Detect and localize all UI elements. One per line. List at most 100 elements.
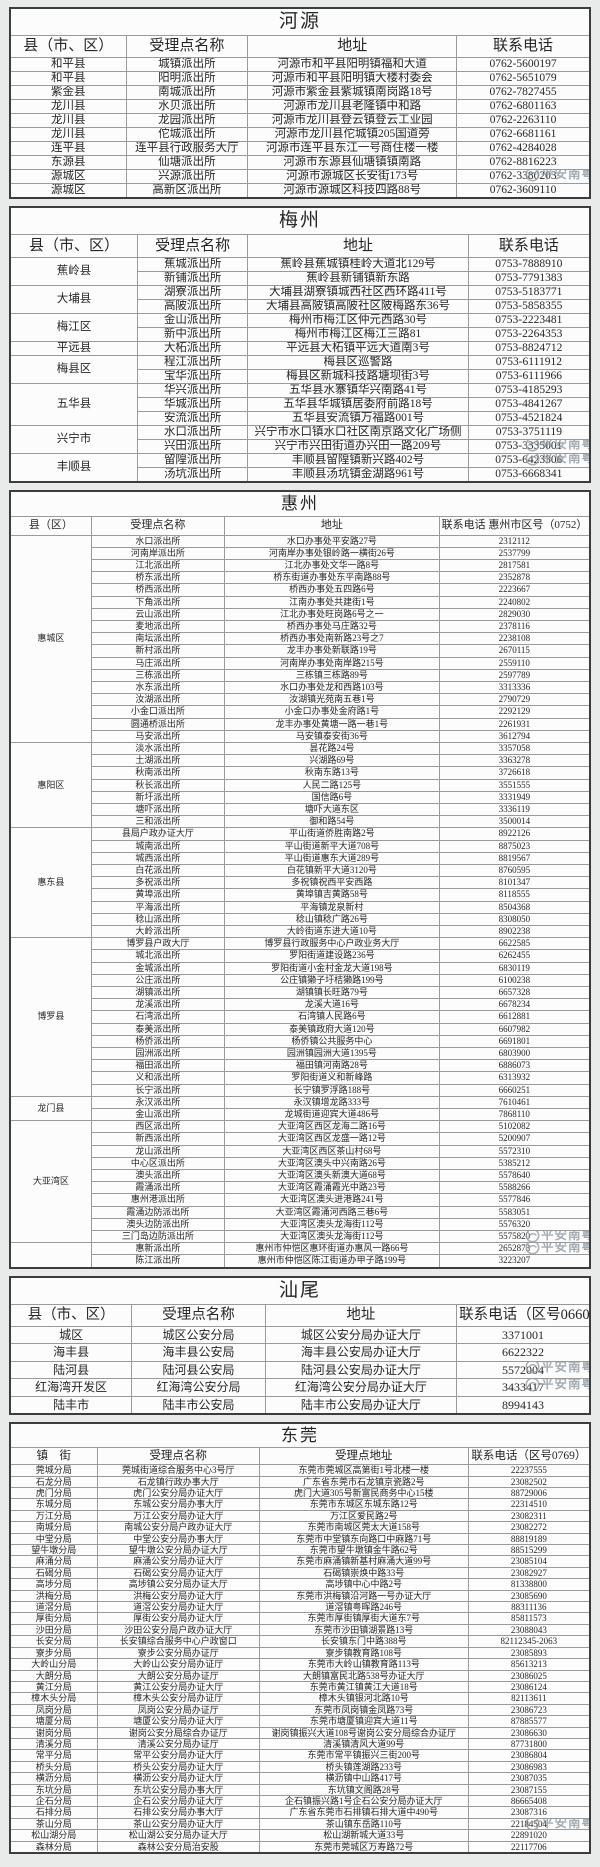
county-cell: 紫金县 bbox=[9, 85, 127, 100]
acceptance-point-cell: 秋南派出所 bbox=[90, 766, 226, 780]
phone-cell: 0762-6681161 bbox=[456, 127, 591, 142]
acceptance-point-cell: 汤坑派出所 bbox=[137, 467, 249, 483]
acceptance-point-cell: 石湾派出所 bbox=[90, 1010, 226, 1024]
county-cell: 连平县 bbox=[9, 141, 127, 156]
watermark-text: 平安南粤 bbox=[540, 439, 590, 451]
phone-cell: 23082311 bbox=[467, 1509, 591, 1523]
acceptance-point-cell: 沙田公安分局户政办证大厅 bbox=[96, 1623, 260, 1637]
acceptance-point-cell: 土湖派出所 bbox=[90, 754, 226, 768]
address-cell: 东莞市大岭山镇教育路113号 bbox=[258, 1658, 469, 1671]
table-row: 白花派出所 白花镇新平大道3120号 8760595 bbox=[10, 863, 591, 878]
table-row: 中堂分局 中堂公安分局办事大厅 东莞市中堂镇东向路口中麻路71号 88819189 bbox=[9, 1532, 591, 1546]
acceptance-point-cell: 凤岗公安分局办证厅 bbox=[96, 1703, 260, 1717]
acceptance-point-cell: 兴田派出所 bbox=[137, 439, 249, 454]
acceptance-point-cell: 塘厦公安分局办证大厅 bbox=[96, 1715, 260, 1728]
acceptance-point-cell: 森林公安分局治安股 bbox=[96, 1840, 260, 1854]
phone-cell: 82113611 bbox=[467, 1692, 591, 1705]
phone-cell: 8504368 bbox=[438, 900, 591, 914]
county-cell: 梅县区 bbox=[9, 355, 139, 384]
phone-cell: 8922126 bbox=[438, 827, 591, 841]
address-cell: 长宁镇罗浮路188号 bbox=[224, 1083, 440, 1097]
table-row: 桥头分局 桥头公安分局办证大厅 桥头镇莲湖路233号 23086983 bbox=[9, 1760, 591, 1774]
county-cell: 博罗县 bbox=[9, 937, 92, 1097]
table-row: 新圩派出所 国信路6号 3331949 bbox=[10, 790, 591, 804]
address-cell: 东坑镇文阁路28号 bbox=[258, 1783, 469, 1796]
phone-cell: 23086025 bbox=[467, 1669, 591, 1682]
watermark-text: 平安南粤 bbox=[540, 1242, 590, 1255]
table-row: 寮步分局 寮步公安分局办证厅 寮步镇教育路108号 23085893 bbox=[9, 1646, 591, 1660]
table-dongguan: 东莞镇 街受理点名称 受理点地址 联系电话（区号0769） 莞城分局 莞城街道综合服务中… bbox=[9, 1422, 591, 1854]
address-cell: 桥西办事处马庄路32号 bbox=[224, 619, 440, 634]
address-cell: 大岭街道东进大道10号 bbox=[224, 924, 440, 939]
phone-cell: 88515299 bbox=[467, 1544, 591, 1557]
table-row: 樟木头分局 樟木头公安分局办证厅 樟木头镇银河北路10号 82113611 bbox=[9, 1692, 591, 1705]
county-cell: 东源县 bbox=[9, 155, 127, 170]
table-row: 南坛派出所 桥西办事处南新路23号之7 2238108 bbox=[10, 632, 591, 646]
phone-cell: 0762-4284028 bbox=[456, 141, 591, 156]
county-cell: 南城分局 bbox=[9, 1521, 98, 1534]
table-row: 长安分局 长安镇综合服务中心户政窗口 长安镇东门中路388号 82112345-206… bbox=[9, 1635, 591, 1648]
address-cell: 大亚湾区澳头龙海街112号 bbox=[224, 1217, 440, 1232]
address-cell: 兴宁市兴田街道办兴田一路209号 bbox=[247, 439, 469, 454]
table-row: 丰顺县 留隍派出所 丰顺县留隍镇新兴路402号 0753-6423306 平安南粤 bbox=[9, 453, 591, 483]
table-header-row: 县（市、区） 受理点名称 地址 联系电话 bbox=[9, 35, 591, 58]
address-cell: 东莞市沙田镇湖景路13号 bbox=[258, 1623, 469, 1637]
acceptance-point-cell: 园洲派出所 bbox=[90, 1047, 226, 1061]
table-row: 城北派出所 罗阳街道建设路236号 6262455 bbox=[10, 949, 591, 963]
acceptance-point-cell: 城北派出所 bbox=[90, 949, 226, 963]
address-cell: 大埔县高陂镇高陂社区陂梅路东36号 bbox=[247, 299, 469, 314]
address-cell: 企石镇振兴路1号企石公安分局办证大厅 bbox=[258, 1794, 469, 1808]
address-cell: 河源市和平县阳明镇福和大道 bbox=[247, 57, 458, 72]
phone-cell: 6313932 bbox=[438, 1071, 591, 1085]
acceptance-point-cell: 陆丰市公安局 bbox=[131, 1395, 266, 1415]
table-header-row: 镇 街受理点名称 受理点地址 联系电话（区号0769） bbox=[9, 1447, 591, 1466]
acceptance-point-cell: 汝湖派出所 bbox=[90, 693, 226, 707]
phone-cell: 23085690 bbox=[467, 1589, 591, 1603]
phone-cell: 23086723 bbox=[467, 1703, 591, 1717]
county-cell: 凤岗分局 bbox=[9, 1703, 98, 1717]
acceptance-point-cell: 横沥公安分局办证大厅 bbox=[96, 1772, 260, 1785]
watermark-stamp: 平安南粤 bbox=[525, 1379, 589, 1393]
acceptance-point-cell: 高埗镇公安分局办证大厅 bbox=[96, 1578, 260, 1591]
address-cell: 水口办事处龙和西路103号 bbox=[224, 680, 440, 695]
acceptance-point-cell: 淡水派出所 bbox=[90, 741, 226, 756]
phone-cell: 6262455 bbox=[438, 949, 591, 963]
address-cell: 横沥镇中山路417号 bbox=[258, 1772, 469, 1785]
table-row: 万江分局 万江公安分局办证大厅 万江区爱民路2号 23082311 bbox=[9, 1509, 591, 1523]
county-cell: 源城区 bbox=[9, 169, 127, 184]
column-header: 联系电话 bbox=[467, 234, 591, 258]
table-row: 陈江派出所 惠州市仲恺区陈江街道办甲子路199号 3223207 bbox=[10, 1254, 591, 1269]
address-cell: 大亚湾区西区茶山村68号 bbox=[224, 1144, 440, 1158]
table-title-row: 惠州 bbox=[9, 490, 591, 517]
address-cell: 河南岸办事处南岸路215号 bbox=[224, 656, 440, 670]
column-header: 地址 bbox=[247, 234, 469, 258]
table-row: 博罗县 博罗县户政大厅 博罗县行政服务中心户政业务大厅 6622585 bbox=[9, 937, 591, 1097]
watermark-stamp: 平安南粤 bbox=[525, 1818, 590, 1830]
phone-cell: 0753-8824712 bbox=[467, 341, 591, 356]
address-cell: 桥西办事处五四路6号 bbox=[224, 583, 440, 597]
address-cell: 秋南东路13号 bbox=[224, 766, 440, 780]
address-cell: 稔山镇稔广路26号 bbox=[224, 912, 440, 927]
phone-cell: 85613213 bbox=[467, 1658, 591, 1671]
table-row: 红海湾开发区 红海湾公安分局 红海湾公安分局办证大厅 3433417 平安南粤 bbox=[9, 1378, 591, 1397]
table-huizhou: 惠州 县（区） 受理点名称 地址 联系电话 惠州市区号（0752） 惠城区 水口派出所 水口办… bbox=[9, 490, 591, 1269]
acceptance-point-cell: 惠州港派出所 bbox=[90, 1193, 226, 1207]
address-cell: 东莞市常平镇振兴三街200号 bbox=[258, 1749, 469, 1762]
phone-cell: 0753-2264353 bbox=[467, 327, 591, 342]
acceptance-point-cell: 稔山派出所 bbox=[90, 912, 226, 927]
address-cell: 长安镇东门中路388号 bbox=[258, 1635, 469, 1648]
address-cell: 昙花路24号 bbox=[224, 741, 440, 756]
phone-cell: 6100238 bbox=[438, 973, 591, 988]
acceptance-point-cell: 云山派出所 bbox=[90, 607, 226, 621]
acceptance-point-cell: 松山湖公安分局办证大厅 bbox=[96, 1829, 260, 1842]
table-row: 麻涌分局 麻涌公安分局办证大厅 东莞市麻涌镇新基村麻涌大道99号 23085104 bbox=[9, 1555, 591, 1568]
table-row: 大岭山分局 大岭山公安分局办证厅 东莞市大岭山镇教育路113号 85613213 bbox=[9, 1658, 591, 1671]
watermark-text: 平安南粤 bbox=[540, 1818, 590, 1830]
table-row: 望牛墩分局 望牛墩公安分局办证大厅 东莞市望牛墩镇金牛路62号 88515299 bbox=[9, 1544, 591, 1557]
acceptance-point-cell: 万江公安分局办证大厅 bbox=[96, 1509, 260, 1523]
phone-cell: 0762-5651079 bbox=[456, 71, 591, 86]
table-row: 马安派出所 马安镇泰安街36号 3612794 bbox=[10, 729, 591, 743]
address-cell: 东莞市厚街镇厚街大道东7号 bbox=[258, 1612, 469, 1625]
phone-cell: 6886073 bbox=[438, 1059, 591, 1073]
table-row: 常平分局 常平公安分局办证大厅 东莞市常平镇振兴三街200号 23086804 bbox=[9, 1749, 591, 1762]
